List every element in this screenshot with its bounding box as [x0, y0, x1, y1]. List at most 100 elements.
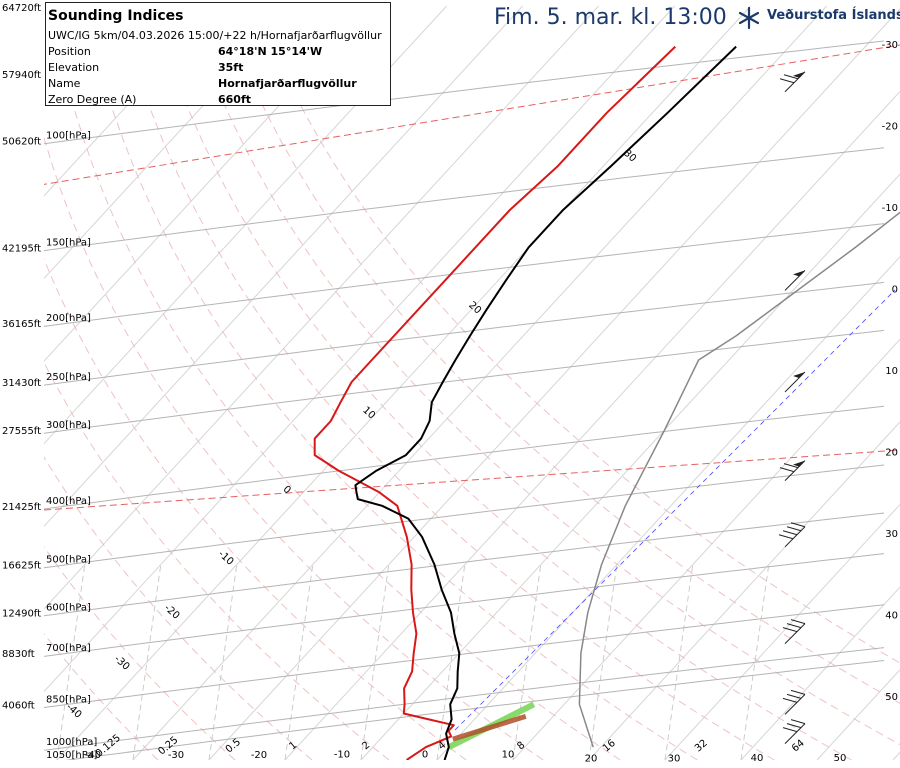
- parcel-ascent-line: [578, 211, 900, 748]
- wind-barb-flag: [793, 71, 805, 78]
- dry-adiabat-line: [44, 546, 236, 760]
- pressure-tick-label: 1050[hPa]: [46, 750, 97, 761]
- mixing-ratio-line: [284, 564, 314, 760]
- wind-barb: [782, 619, 806, 645]
- pressure-tick-label: 300[hPa]: [46, 420, 91, 431]
- wind-barb-feather: [779, 467, 795, 473]
- temperature-tick-label: 30: [668, 753, 681, 764]
- wind-barb-feather: [782, 530, 798, 536]
- freezing-reference-line: [454, 289, 896, 731]
- mixing-ratio-line: [360, 564, 390, 760]
- pressure-tick-label: 600[hPa]: [46, 603, 91, 614]
- dry-adiabat-line: [254, 5, 900, 664]
- isobar-line: [44, 647, 885, 751]
- wind-barb-flag: [793, 460, 805, 467]
- dry-adiabat-line: [84, 5, 698, 760]
- info-value: 64°18'N 15°14'W: [218, 45, 323, 58]
- isotherm-line: [816, 669, 900, 760]
- isotherm-line: [44, 5, 448, 445]
- wind-barb-feather: [790, 522, 806, 528]
- right-axis-tick-label: 30: [885, 529, 898, 540]
- isobar-line: [44, 281, 885, 386]
- height-tick-label: 12490ft: [2, 609, 41, 620]
- bottom-axis-labels: -40 -30 -20 -10 0 10 20 30 40 50: [85, 750, 847, 765]
- inline-isotherm-label: 30: [621, 148, 638, 165]
- isobar-line: [44, 223, 885, 327]
- height-tick-label: 4060ft: [2, 700, 35, 711]
- isobar-line: [44, 464, 885, 569]
- wind-barb-feather: [779, 78, 795, 84]
- right-axis-tick-label: -10: [882, 203, 898, 214]
- right-axis-tick-label: -20: [882, 122, 898, 133]
- wind-barb-staff: [784, 371, 806, 393]
- pressure-tick-label: 1000[hPa]: [46, 737, 97, 748]
- isotherm-line: [284, 90, 900, 760]
- mixing-ratio-line: [664, 564, 694, 760]
- wind-barb-feather: [786, 693, 802, 699]
- info-key: Position: [48, 45, 91, 58]
- wind-barb-feather: [786, 526, 802, 532]
- temperature-profile-line: [313, 45, 676, 760]
- mixing-ratio-line: [208, 564, 238, 760]
- dry-adiabat-line: [50, 5, 621, 760]
- isotherm-line: [44, 5, 220, 197]
- isotherm-line: [44, 5, 296, 280]
- temperature-tick-label: -30: [168, 750, 184, 761]
- info-key: Elevation: [48, 61, 100, 74]
- inline-isotherm-label: 0: [281, 484, 293, 496]
- info-value: 35ft: [218, 61, 244, 74]
- height-tick-label: 27555ft: [2, 426, 41, 437]
- mixing-ratio-line: [436, 564, 466, 760]
- right-axis-tick-label: 40: [885, 611, 898, 622]
- dry-adiabat-line: [44, 456, 313, 760]
- pressure-tick-label: 400[hPa]: [46, 496, 91, 507]
- wind-barb-staff: [784, 723, 806, 744]
- isotherm-line: [664, 503, 900, 760]
- isotherm-line: [44, 5, 372, 362]
- isobar-line: [44, 604, 885, 708]
- wind-barb-feather: [778, 534, 794, 540]
- height-tick-label: 50620ft: [2, 137, 41, 148]
- wind-barb-feather: [782, 627, 798, 633]
- pressure-tick-label: 700[hPa]: [46, 643, 91, 654]
- temperature-tick-label: 0: [422, 750, 428, 761]
- wind-barb-staff: [784, 526, 806, 548]
- isobar-line: [64, 660, 885, 760]
- pressure-tick-label: 500[hPa]: [46, 555, 91, 566]
- wind-barb-staff: [784, 71, 806, 93]
- plot-area: [44, 5, 900, 760]
- wind-barb-feather: [783, 74, 799, 80]
- wind-barb-flag: [793, 371, 805, 378]
- isotherm-line: [208, 8, 900, 760]
- mixing-ratio-tick-label: 64: [790, 738, 807, 755]
- inline-isotherm-label: 10: [360, 405, 377, 422]
- wind-barb: [779, 71, 806, 93]
- sounding-indices-title: Sounding Indices: [48, 8, 184, 24]
- left-axis-labels: 50620ft 100[hPa] 42195ft 150[hPa] 36165ft 200…: [2, 3, 97, 761]
- wind-barb-feather: [790, 689, 806, 695]
- dry-adiabat-line: [220, 5, 900, 704]
- isotherm-line: [360, 173, 900, 760]
- mixing-ratio-line: [740, 564, 770, 760]
- right-axis-tick-label: 0: [892, 285, 898, 296]
- height-tick-label: 64720ft: [2, 3, 41, 14]
- inline-isotherm-label: -20: [162, 603, 182, 622]
- model-run-info: UWC/IG 5km/04.03.2026 15:00/+22 h/Hornaf…: [48, 29, 382, 42]
- isotherm-line: [436, 256, 900, 760]
- mixing-ratio-tick-label: 8: [515, 740, 527, 753]
- right-axis-labels: -30 -20 -10 0 10 20 30 40 50: [882, 40, 898, 703]
- isotherm-line: [44, 5, 600, 610]
- isotherm-line: [132, 5, 828, 760]
- forecast-time-title: Fim. 5. mar. kl. 13:00: [494, 5, 727, 30]
- height-tick-label: 21425ft: [2, 502, 41, 513]
- wind-barb-feather: [782, 727, 798, 733]
- isotherm-line: [740, 586, 900, 760]
- info-row-name: Name Hornafjarðarflugvöllur: [48, 77, 378, 93]
- wind-barb: [784, 371, 806, 393]
- dry-adiabat-line: [44, 361, 390, 760]
- isotherm-line: [892, 751, 900, 760]
- info-row-elevation: Elevation 35ft: [48, 61, 378, 77]
- temperature-tick-label: 10: [502, 750, 515, 761]
- temperature-tick-label: 40: [751, 753, 764, 764]
- mixing-ratio-tick-label: 16: [601, 738, 618, 755]
